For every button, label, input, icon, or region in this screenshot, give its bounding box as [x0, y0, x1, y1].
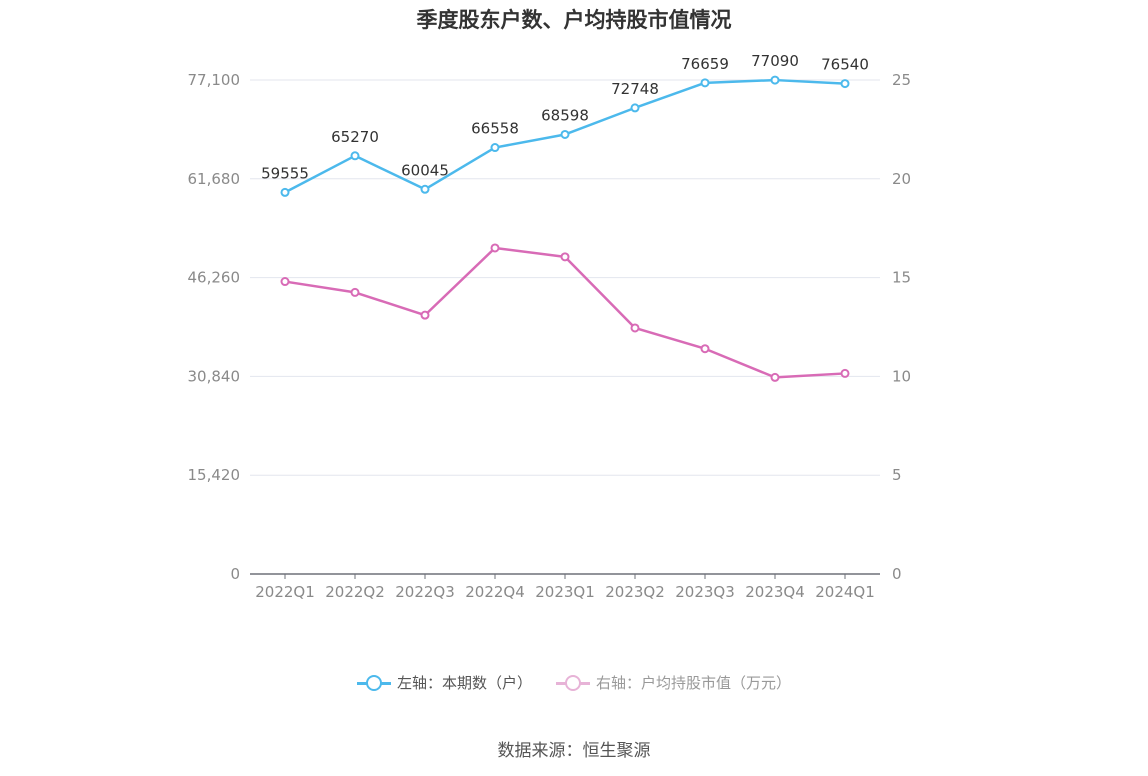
left-axis-tick-label: 30,840 [188, 367, 241, 385]
data-label: 66558 [471, 120, 519, 138]
data-point [560, 129, 570, 139]
data-point [700, 78, 710, 88]
data-label: 76540 [821, 56, 869, 74]
data-label: 76659 [681, 55, 729, 73]
left-axis-tick-label: 0 [230, 565, 240, 583]
data-label: 72748 [611, 80, 659, 98]
x-axis-tick-label: 2023Q3 [675, 583, 735, 601]
data-point [490, 143, 500, 153]
left-axis-tick-label: 46,260 [188, 269, 241, 287]
legend-label-households: 左轴：本期数（户） [396, 674, 532, 692]
data-label: 68598 [541, 106, 589, 124]
data-point [280, 277, 290, 287]
data-point [630, 103, 640, 113]
data-point [770, 372, 780, 382]
grid-lines [250, 79, 880, 476]
right-axis-tick-label: 25 [892, 71, 911, 89]
x-axis-tick-label: 2023Q4 [745, 583, 805, 601]
x-axis-tick-label: 2024Q1 [815, 583, 875, 601]
legend-item-avg-value[interactable]: 右轴：户均持股市值（万元） [556, 672, 791, 693]
legend-item-households[interactable]: 左轴：本期数（户） [356, 672, 532, 693]
line-chart: 0 0 15,420 5 30,840 10 46,260 15 61,680 20 77,100 2… [188, 52, 912, 601]
series-line-2 [284, 246, 846, 379]
data-point [630, 323, 640, 333]
data-point [420, 184, 430, 194]
data-point [840, 368, 850, 378]
x-axis-tick-label: 2022Q3 [395, 583, 455, 601]
x-axis-tick-label: 2022Q2 [325, 583, 385, 601]
right-axis-tick-label: 5 [892, 466, 902, 484]
chart-title: 季度股东户数、户均持股市值情况 [416, 8, 732, 32]
x-axis-tick-label: 2023Q1 [535, 583, 595, 601]
data-label: 59555 [261, 164, 309, 182]
data-point [840, 79, 850, 89]
legend-swatch-blue-icon [356, 674, 391, 691]
legend-swatch-pink-icon [556, 674, 590, 691]
series-lines [280, 75, 850, 382]
data-point [700, 344, 710, 354]
data-label: 77090 [751, 52, 799, 70]
right-axis-tick-label: 0 [892, 565, 902, 583]
data-point [350, 151, 360, 161]
data-labels: 59555 65270 60045 66558 68598 72748 76659 77090… [261, 52, 869, 182]
data-source: 数据来源：恒生聚源 [497, 741, 651, 761]
left-axis-tick-label: 15,420 [188, 466, 241, 484]
data-point [350, 287, 360, 297]
axes: 0 0 15,420 5 30,840 10 46,260 15 61,680 20 77,100 2… [188, 71, 912, 601]
x-axis-tick-label: 2023Q2 [605, 583, 665, 601]
x-axis-tick-label: 2022Q4 [465, 583, 525, 601]
data-point [420, 310, 430, 320]
left-axis-tick-label: 77,100 [188, 71, 241, 89]
data-point [280, 187, 290, 197]
legend-label-avg-value: 右轴：户均持股市值（万元） [596, 674, 792, 692]
x-axis-tick-label: 2022Q1 [255, 583, 315, 601]
right-axis-tick-label: 20 [892, 170, 911, 188]
data-point [560, 252, 570, 262]
data-label: 65270 [331, 128, 379, 146]
legend: 左轴：本期数（户） 右轴：户均持股市值（万元） [0, 672, 1148, 693]
data-point [770, 75, 780, 85]
data-label: 60045 [401, 161, 449, 179]
right-axis-tick-label: 15 [892, 269, 911, 287]
right-axis-tick-label: 10 [892, 367, 911, 385]
data-point [490, 243, 500, 253]
left-axis-tick-label: 61,680 [188, 170, 241, 188]
